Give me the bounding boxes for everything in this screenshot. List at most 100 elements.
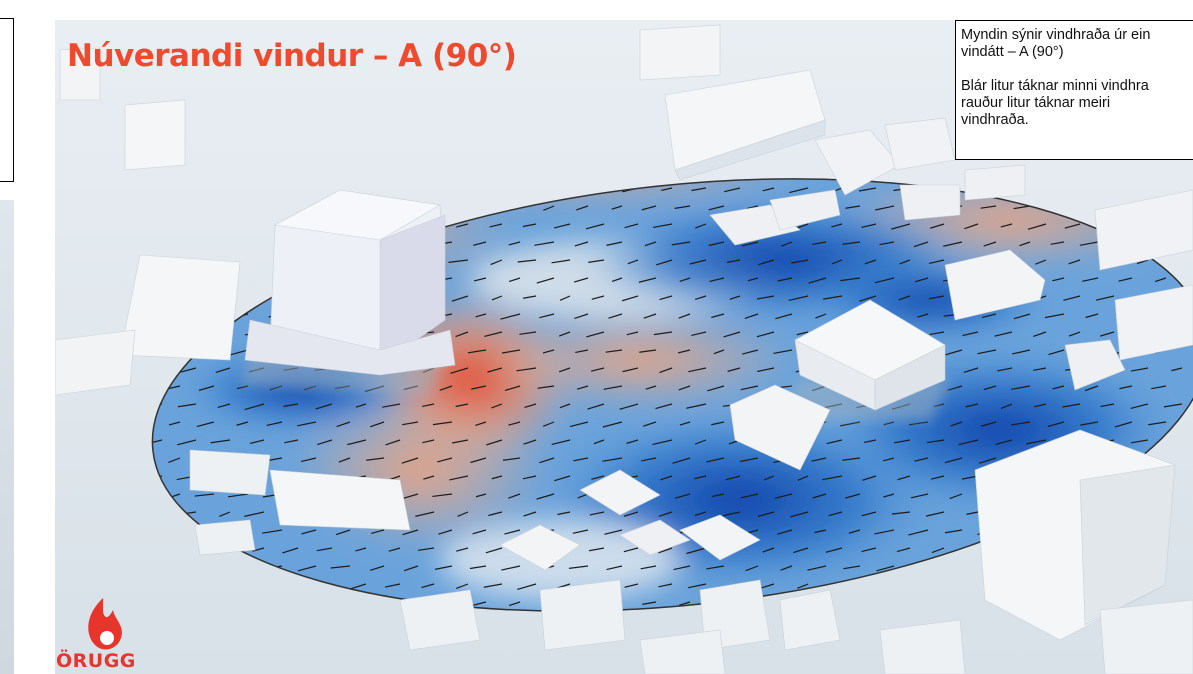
wind-arrow	[858, 187, 877, 192]
wind-arrow	[642, 601, 657, 605]
wind-arrow	[236, 421, 249, 426]
wind-arrow	[723, 511, 741, 517]
logo-flame	[88, 598, 122, 650]
wind-arrow	[500, 313, 521, 320]
wind-arrow	[472, 529, 487, 535]
wind-arrow	[814, 529, 827, 534]
wind-arrow	[504, 385, 521, 392]
wind-arrow	[523, 439, 537, 445]
wind-arrow	[219, 511, 231, 517]
wind-arrow	[283, 403, 299, 407]
wind-arrow	[488, 511, 503, 517]
wind-arrow	[774, 493, 793, 499]
wind-arrow	[522, 223, 537, 228]
wind-arrow	[894, 439, 911, 444]
wind-arrow	[1011, 349, 1031, 355]
wind-arrow	[708, 241, 725, 247]
wind-arrow	[1100, 403, 1115, 408]
wind-arrow	[622, 367, 639, 373]
wind-arrow	[874, 529, 895, 535]
wind-arrow	[388, 547, 401, 552]
wind-arrow	[508, 601, 521, 607]
wind-arrow	[577, 493, 589, 499]
wind-arrow	[691, 187, 707, 192]
wind-arrow	[1082, 277, 1099, 282]
wind-arrow	[1099, 331, 1115, 337]
wind-arrow	[980, 421, 997, 427]
wind-arrow	[879, 241, 895, 246]
wind-arrow	[485, 547, 503, 554]
wind-arrow	[572, 529, 589, 534]
wind-arrow	[470, 457, 487, 464]
wind-arrow	[756, 331, 775, 338]
wind-arrow	[491, 403, 503, 409]
wind-arrow	[788, 295, 809, 302]
wind-arrow	[979, 457, 997, 464]
wind-arrow	[947, 385, 963, 391]
wind-arrow	[896, 547, 911, 553]
wind-arrow	[740, 493, 759, 499]
wind-arrow	[678, 349, 691, 354]
wind-arrow	[417, 547, 435, 551]
wind-arrow	[177, 403, 197, 408]
wind-arrow	[297, 565, 317, 572]
wind-arrow	[401, 457, 419, 464]
wind-arrow	[336, 421, 351, 428]
note-line: Blár litur táknar minni vindhra	[961, 78, 1149, 94]
wind-arrow	[966, 511, 979, 515]
wind-arrow	[198, 385, 215, 391]
wind-arrow	[825, 547, 843, 553]
wind-arrow	[490, 259, 503, 266]
wind-arrow	[1084, 385, 1099, 392]
wind-arrow	[537, 385, 555, 389]
wind-arrow	[658, 547, 673, 554]
wind-arrow	[689, 259, 707, 265]
wind-arrow	[456, 547, 469, 552]
wind-arrow	[1119, 385, 1133, 390]
wind-arrow	[695, 223, 707, 229]
wind-arrow	[1048, 349, 1065, 356]
wind-arrow	[421, 583, 435, 589]
wind-arrow	[883, 457, 895, 462]
wind-arrow	[282, 547, 299, 554]
wind-arrow	[641, 205, 657, 211]
wind-arrow	[415, 511, 435, 517]
wind-arrow	[1154, 277, 1167, 283]
wind-arrow	[694, 511, 707, 517]
wind-arrow	[1163, 403, 1183, 408]
wind-arrow	[194, 493, 215, 497]
wind-arrow	[845, 493, 861, 499]
wind-arrow	[502, 457, 521, 461]
wind-arrow	[861, 223, 877, 228]
wind-arrow	[848, 529, 861, 534]
wind-arrow	[688, 367, 707, 373]
wind-arrow	[655, 403, 673, 410]
wind-arrow	[1064, 223, 1081, 229]
wind-arrow	[602, 457, 623, 462]
wind-arrow	[1050, 241, 1065, 245]
wind-arrow	[928, 295, 945, 300]
wind-arrow	[473, 277, 487, 282]
wind-arrow	[831, 223, 843, 228]
wind-arrow	[861, 511, 877, 517]
wind-arrow	[508, 421, 521, 426]
wind-arrow	[1013, 313, 1031, 320]
wind-arrow	[864, 259, 877, 265]
wind-arrow	[929, 331, 945, 336]
slide-title: Núverandi vindur – A (90°)	[67, 38, 517, 74]
wind-arrow	[661, 187, 673, 191]
wind-arrow	[789, 187, 809, 194]
wind-arrow	[845, 205, 861, 209]
wind-arrow	[797, 475, 809, 481]
wind-arrow	[236, 385, 249, 390]
wind-arrow	[1118, 277, 1133, 282]
wind-arrow	[568, 565, 589, 569]
wind-arrow	[574, 313, 589, 319]
wind-arrow	[931, 547, 945, 554]
wind-arrow	[587, 403, 605, 410]
wind-arrow	[777, 277, 793, 282]
wind-arrow	[297, 421, 317, 427]
note-line: vindátt – A (90°)	[961, 44, 1064, 60]
wind-arrow	[1130, 439, 1149, 444]
wind-arrow	[706, 457, 725, 463]
